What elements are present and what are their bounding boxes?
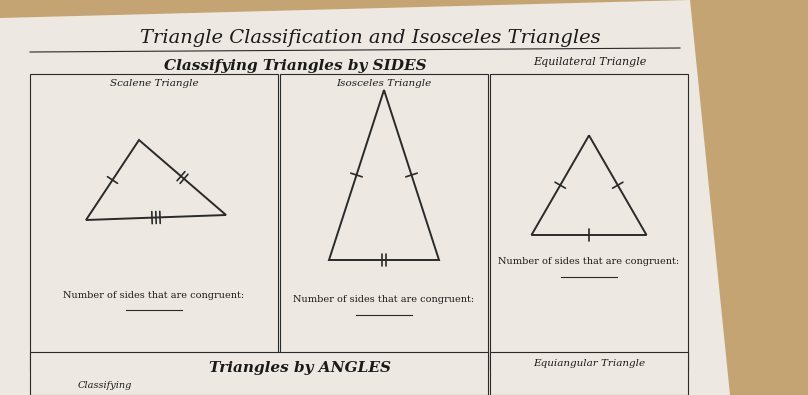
FancyBboxPatch shape — [490, 74, 688, 370]
Text: Classifying: Classifying — [78, 382, 133, 391]
Text: Number of sides that are congruent:: Number of sides that are congruent: — [64, 290, 245, 299]
Text: Number of sides that are congruent:: Number of sides that are congruent: — [293, 295, 474, 305]
Text: Number of sides that are congruent:: Number of sides that are congruent: — [499, 258, 680, 267]
Text: Classifying Triangles by SIDES: Classifying Triangles by SIDES — [164, 59, 427, 73]
FancyBboxPatch shape — [490, 352, 688, 395]
Text: Equilateral Triangle: Equilateral Triangle — [533, 57, 646, 67]
FancyBboxPatch shape — [280, 74, 488, 370]
Text: Scalene Triangle: Scalene Triangle — [110, 79, 198, 88]
FancyBboxPatch shape — [30, 74, 278, 370]
Text: Isosceles Triangle: Isosceles Triangle — [336, 79, 431, 88]
Text: Equiangular Triangle: Equiangular Triangle — [533, 359, 645, 369]
Polygon shape — [0, 0, 730, 395]
Text: Triangle Classification and Isosceles Triangles: Triangle Classification and Isosceles Tr… — [140, 29, 600, 47]
Text: Triangles by ANGLES: Triangles by ANGLES — [209, 361, 391, 375]
FancyBboxPatch shape — [30, 352, 488, 395]
